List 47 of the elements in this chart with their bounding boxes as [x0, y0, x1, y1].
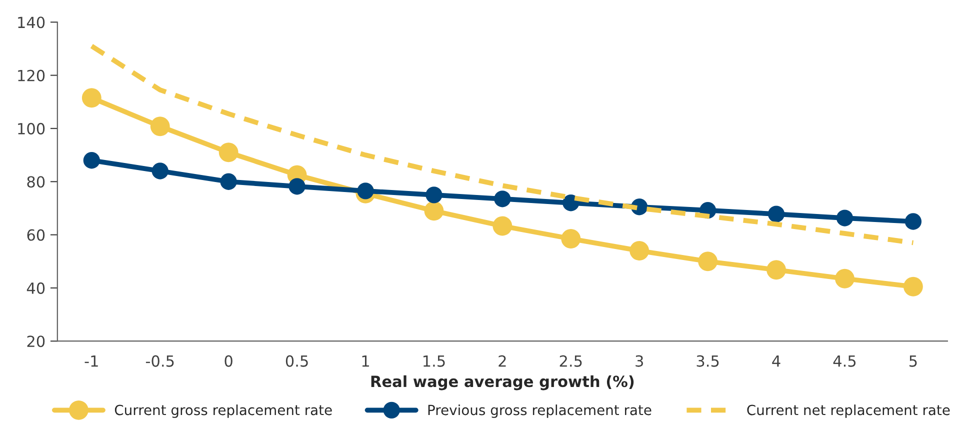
point — [904, 213, 922, 230]
point — [82, 88, 102, 108]
point — [150, 116, 170, 136]
point — [903, 276, 923, 296]
y-tick-label: 40 — [26, 282, 45, 294]
point — [152, 162, 168, 180]
point — [218, 142, 238, 162]
point — [288, 178, 306, 195]
point — [424, 201, 444, 221]
point — [220, 173, 237, 190]
point — [768, 206, 785, 222]
y-tick-label: 140 — [18, 16, 45, 28]
point — [698, 252, 718, 272]
x-tick-label: -1 — [84, 355, 98, 367]
point — [492, 216, 512, 236]
x-tick-label: 3.5 — [696, 355, 719, 367]
point — [562, 194, 580, 212]
x-axis-title: Real wage average growth (%) — [371, 375, 634, 390]
x-tick-label: 1 — [362, 355, 369, 367]
point — [835, 268, 854, 288]
y-tick-label: 120 — [18, 70, 45, 82]
legend-label: Current net replacement rate — [747, 404, 950, 418]
point — [357, 182, 374, 200]
point — [766, 260, 786, 280]
x-tick-label: 4.5 — [833, 355, 856, 367]
point — [630, 241, 650, 260]
x-tick-label: 0 — [224, 355, 232, 367]
point — [494, 190, 511, 208]
x-tick-label: 2.5 — [560, 355, 582, 367]
y-tick-label: 20 — [27, 336, 45, 348]
point — [83, 152, 100, 169]
x-tick-label: 3 — [636, 355, 643, 367]
y-tick-label: 100 — [18, 122, 45, 134]
legend-label: Current gross replacement rate — [114, 404, 332, 418]
line-series — [89, 44, 916, 246]
x-tick-label: 0.5 — [286, 355, 308, 367]
y-tick-label: 80 — [27, 176, 45, 188]
x-tick-label: 2 — [498, 355, 506, 367]
point — [561, 229, 581, 248]
y-tick-label: 60 — [27, 229, 45, 241]
x-tick-label: 5 — [910, 355, 917, 367]
x-tick-label: 4 — [772, 355, 780, 367]
point — [836, 210, 854, 226]
legend-label: Previous gross replacement rate — [428, 404, 652, 418]
x-tick-label: -0.5 — [146, 355, 174, 367]
x-tick-label: 1.5 — [423, 355, 445, 367]
point — [426, 186, 442, 204]
